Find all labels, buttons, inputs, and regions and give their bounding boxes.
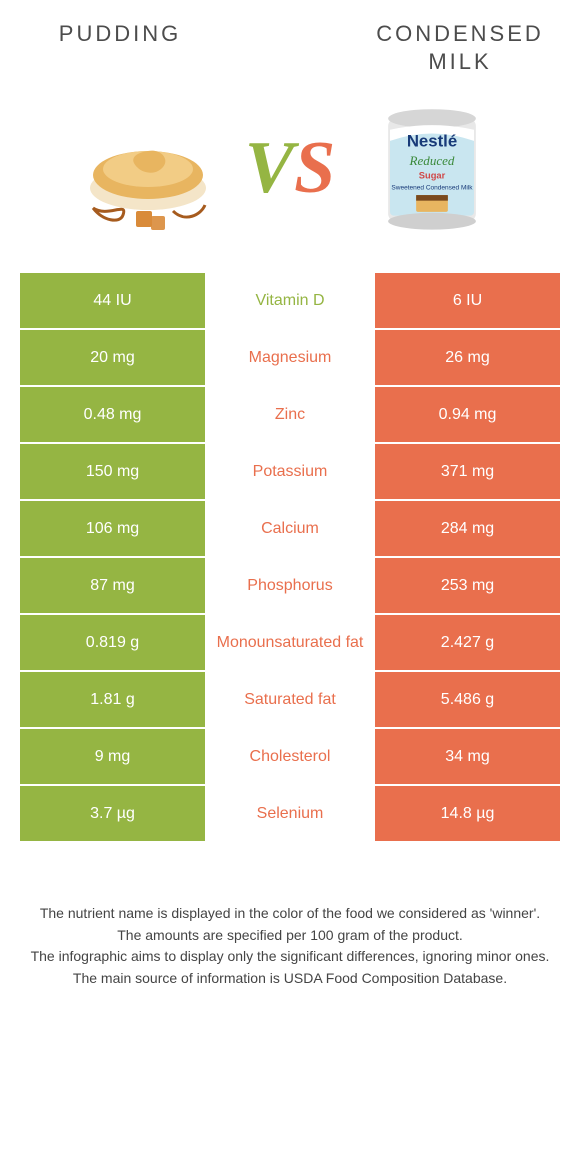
- right-value: 0.94 mg: [375, 387, 560, 444]
- left-value: 3.7 µg: [20, 786, 205, 843]
- left-title-col: PUDDING: [20, 20, 220, 48]
- nutrient-label: Phosphorus: [205, 558, 375, 615]
- header-titles: PUDDING CONDENSED MILK: [0, 0, 580, 75]
- table-row: 87 mgPhosphorus253 mg: [20, 558, 560, 615]
- right-value: 284 mg: [375, 501, 560, 558]
- pudding-icon: [73, 93, 223, 243]
- svg-text:Reduced: Reduced: [409, 153, 455, 168]
- right-value: 14.8 µg: [375, 786, 560, 843]
- svg-text:Sugar: Sugar: [419, 170, 446, 180]
- footer-line-4: The main source of information is USDA F…: [20, 968, 560, 990]
- table-row: 150 mgPotassium371 mg: [20, 444, 560, 501]
- left-value: 0.48 mg: [20, 387, 205, 444]
- right-title-2: MILK: [360, 48, 560, 76]
- table-row: 106 mgCalcium284 mg: [20, 501, 560, 558]
- footer-line-2: The amounts are specified per 100 gram o…: [20, 925, 560, 947]
- vs-label: VS: [245, 131, 336, 205]
- can-icon: Nestlé Reduced Sugar Sweetened Condensed…: [362, 98, 502, 238]
- right-value: 34 mg: [375, 729, 560, 786]
- vs-v: V: [245, 131, 294, 205]
- left-value: 0.819 g: [20, 615, 205, 672]
- left-value: 44 IU: [20, 273, 205, 330]
- left-title: PUDDING: [20, 20, 220, 48]
- nutrient-label: Potassium: [205, 444, 375, 501]
- right-title-1: CONDENSED: [360, 20, 560, 48]
- nutrient-label: Calcium: [205, 501, 375, 558]
- nutrient-label: Zinc: [205, 387, 375, 444]
- right-value: 253 mg: [375, 558, 560, 615]
- nutrient-label: Saturated fat: [205, 672, 375, 729]
- right-value: 371 mg: [375, 444, 560, 501]
- left-value: 106 mg: [20, 501, 205, 558]
- table-row: 3.7 µgSelenium14.8 µg: [20, 786, 560, 843]
- footer-notes: The nutrient name is displayed in the co…: [20, 903, 560, 990]
- right-value: 2.427 g: [375, 615, 560, 672]
- table-row: 20 mgMagnesium26 mg: [20, 330, 560, 387]
- footer-line-1: The nutrient name is displayed in the co…: [20, 903, 560, 925]
- footer-line-3: The infographic aims to display only the…: [20, 946, 560, 968]
- left-value: 87 mg: [20, 558, 205, 615]
- right-value: 5.486 g: [375, 672, 560, 729]
- left-value: 9 mg: [20, 729, 205, 786]
- table-row: 9 mgCholesterol34 mg: [20, 729, 560, 786]
- left-value: 150 mg: [20, 444, 205, 501]
- table-row: 0.819 gMonounsaturated fat2.427 g: [20, 615, 560, 672]
- right-value: 26 mg: [375, 330, 560, 387]
- nutrient-label: Selenium: [205, 786, 375, 843]
- right-value: 6 IU: [375, 273, 560, 330]
- table-row: 0.48 mgZinc0.94 mg: [20, 387, 560, 444]
- nutrient-label: Vitamin D: [205, 273, 375, 330]
- pudding-image: [73, 93, 223, 243]
- table-row: 1.81 gSaturated fat5.486 g: [20, 672, 560, 729]
- condensed-milk-image: Nestlé Reduced Sugar Sweetened Condensed…: [357, 93, 507, 243]
- svg-text:Sweetened Condensed Milk: Sweetened Condensed Milk: [392, 184, 474, 191]
- comparison-table: 44 IUVitamin D6 IU20 mgMagnesium26 mg0.4…: [20, 273, 560, 843]
- nutrient-label: Magnesium: [205, 330, 375, 387]
- nutrient-label: Cholesterol: [205, 729, 375, 786]
- left-value: 1.81 g: [20, 672, 205, 729]
- right-title-col: CONDENSED MILK: [360, 20, 560, 75]
- table-row: 44 IUVitamin D6 IU: [20, 273, 560, 330]
- svg-text:Nestlé: Nestlé: [407, 132, 457, 151]
- nutrient-label: Monounsaturated fat: [205, 615, 375, 672]
- vs-s: S: [294, 131, 335, 205]
- left-value: 20 mg: [20, 330, 205, 387]
- images-row: VS Nestlé Reduced Sugar Sweetened Conden…: [0, 75, 580, 273]
